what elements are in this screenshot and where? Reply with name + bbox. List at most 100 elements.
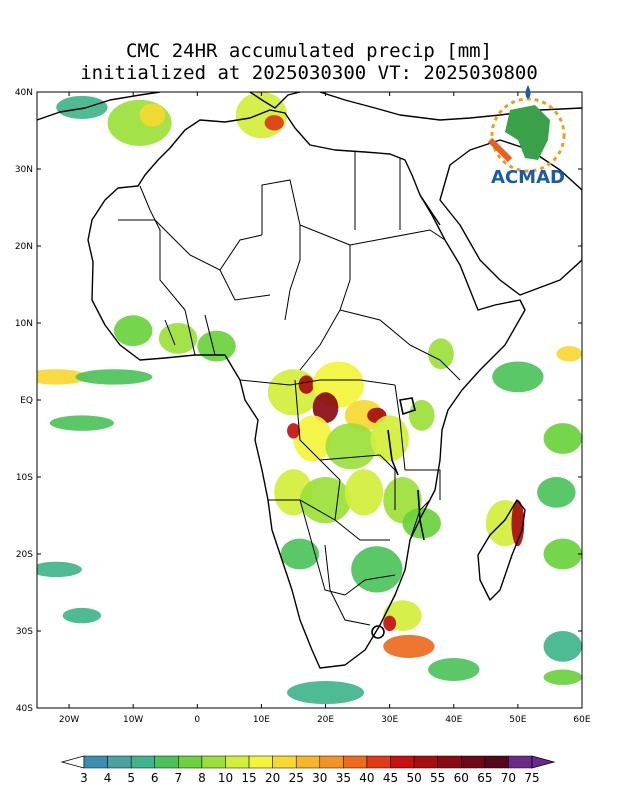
- precip-cell: [264, 115, 284, 131]
- precip-cell: [287, 423, 300, 439]
- lon-label: 60E: [573, 715, 590, 725]
- colorbar-swatch: [225, 755, 250, 769]
- colorbar-swatch: [366, 755, 391, 769]
- precip-cell: [511, 500, 525, 547]
- lat-label: 30N: [15, 165, 33, 175]
- precip-cell: [197, 330, 236, 362]
- lon-label: 20W: [59, 715, 79, 725]
- colorbar-label: 70: [501, 771, 516, 785]
- precip-cell: [49, 415, 114, 431]
- map-area: [37, 92, 582, 708]
- colorbar-swatch: [248, 755, 273, 769]
- latitude-labels: 40N 30N 20N 10N EQ 10S 20S 30S 40S: [15, 88, 33, 714]
- precip-cell: [62, 607, 102, 624]
- colorbar-label: 8: [198, 771, 206, 785]
- precip-cell: [56, 95, 108, 119]
- colorbar-swatch: [413, 755, 438, 769]
- precip-cell: [287, 681, 364, 705]
- precip-cell: [408, 400, 435, 431]
- lake-malawi: [417, 489, 425, 541]
- colorbar-swatch: [437, 755, 462, 769]
- lat-label: 10N: [15, 319, 33, 329]
- colorbar-label: 65: [477, 771, 492, 785]
- lat-label: 20N: [15, 242, 33, 252]
- arabia-coastline: [439, 139, 582, 296]
- colorbar-swatch: [390, 755, 415, 769]
- lon-label: 40E: [445, 715, 462, 725]
- precip-cell: [344, 400, 384, 431]
- colorbar-swatch: [154, 755, 179, 769]
- precip-cell: [402, 507, 441, 539]
- precip-cell: [293, 415, 332, 462]
- precip-cell: [556, 346, 582, 362]
- precip-cell: [543, 423, 582, 454]
- lon-label: 50E: [509, 715, 526, 725]
- precip-cell: [428, 657, 480, 682]
- precip-cell: [383, 634, 435, 658]
- colorbar-swatch: [295, 755, 321, 769]
- lon-label: 30E: [381, 715, 398, 725]
- precip-cell: [75, 369, 153, 385]
- colorbar-swatch: [107, 755, 132, 769]
- lat-label: 20S: [16, 550, 33, 560]
- precip-cell: [299, 477, 352, 524]
- acmad-logo-text: ACMAD: [491, 167, 565, 188]
- colorbar-label: 60: [454, 771, 469, 785]
- lat-label: 40S: [16, 704, 33, 714]
- colorbar-label: 3: [80, 771, 88, 785]
- precip-field: [37, 92, 582, 705]
- colorbar-label: 50: [406, 771, 421, 785]
- colorbar-swatch: [83, 755, 108, 769]
- lon-label: 0: [194, 715, 200, 725]
- precip-cell: [351, 546, 403, 593]
- lake-victoria: [399, 397, 416, 416]
- precip-cell: [113, 315, 153, 347]
- precip-cell: [37, 561, 82, 578]
- colorbar-swatch: [130, 755, 155, 769]
- colorbar-label: 25: [289, 771, 304, 785]
- africa-coastline: [87, 109, 526, 669]
- chart-title-line1: CMC 24HR accumulated precip [mm]: [125, 40, 493, 62]
- colorbar-label: 6: [151, 771, 159, 785]
- precip-cell: [543, 669, 582, 685]
- country-borders: [118, 152, 461, 626]
- precip-cell: [428, 338, 454, 370]
- precip-cell: [383, 615, 397, 631]
- precip-cell: [139, 103, 166, 127]
- colorbar-label: 75: [524, 771, 539, 785]
- colorbar-label: 5: [127, 771, 135, 785]
- precip-cell: [107, 99, 172, 146]
- precip-cell: [543, 631, 582, 662]
- colorbar-max-arrow: [531, 755, 556, 769]
- longitude-labels: 20W 10W 0 10E 20E 30E 40E 50E 60E: [59, 715, 591, 725]
- chart-title-line2: initialized at 2025030300 VT: 2025030800: [80, 62, 538, 84]
- lat-label: EQ: [20, 396, 33, 406]
- colorbar-swatch: [343, 755, 368, 769]
- colorbar-label: 40: [359, 771, 374, 785]
- colorbar-label: 7: [174, 771, 182, 785]
- colorbar-swatch: [319, 755, 344, 769]
- colorbar-label: 15: [241, 771, 256, 785]
- precip-cell: [298, 375, 314, 394]
- lon-label: 10E: [253, 715, 270, 725]
- colorbar-swatch: [272, 755, 297, 769]
- colorbar-swatch: [508, 755, 533, 769]
- colorbar: 3 4 5 6 7 8 10 15 20 25 30 35 40 45 50 55 60 65 70 75: [60, 755, 556, 785]
- lat-label: 40N: [15, 88, 33, 98]
- colorbar-label: 30: [312, 771, 327, 785]
- precip-cell: [37, 369, 89, 385]
- precip-cell: [267, 369, 320, 416]
- lesotho: [371, 625, 385, 639]
- colorbar-swatch: [484, 755, 509, 769]
- madagascar-coastline: [477, 499, 526, 601]
- precip-cell: [492, 361, 544, 393]
- colorbar-swatch: [201, 755, 226, 769]
- colorbar-label: 10: [218, 771, 233, 785]
- coastlines: [37, 92, 582, 669]
- colorbar-label: 45: [383, 771, 398, 785]
- lake-tanganyika: [387, 429, 399, 476]
- lakes: [371, 397, 425, 639]
- colorbar-label: 4: [104, 771, 112, 785]
- colorbar-label: 20: [265, 771, 280, 785]
